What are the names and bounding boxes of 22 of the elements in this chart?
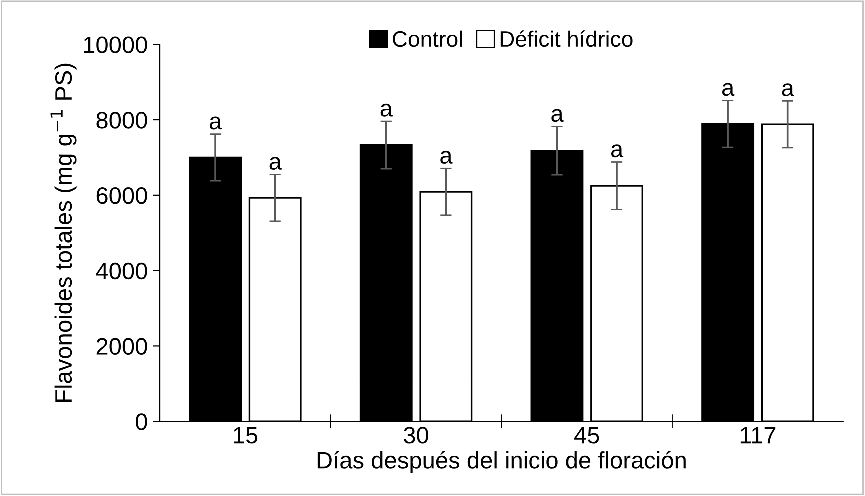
data-label: a: [552, 109, 564, 122]
data-label: a: [440, 151, 453, 164]
legend-label: Déficit hídrico: [500, 30, 633, 48]
data-label: a: [611, 144, 624, 158]
data-label: a: [722, 83, 735, 96]
y-tick-label: 0: [136, 414, 148, 430]
data-label: a: [782, 84, 794, 97]
data-label: a: [210, 116, 222, 130]
legend-label: Control: [393, 30, 462, 48]
data-label: a: [380, 104, 393, 117]
x-tick-label: 45: [574, 427, 600, 444]
y-tick-label: 8000: [96, 112, 148, 129]
y-tick-label: 10000: [84, 36, 148, 54]
x-axis-title: Días después del inicio de floración: [318, 451, 686, 474]
y-axis-title: Flavonoides totales (mg g$^{−1}$ PS): [50, 64, 77, 402]
x-tick-label: 117: [740, 427, 776, 444]
y-tick-label: 4000: [96, 262, 148, 280]
x-tick-label: 30: [404, 427, 428, 444]
data-label: a: [270, 157, 282, 170]
x-tick-label: 15: [234, 427, 258, 444]
y-tick-label: 6000: [96, 187, 148, 204]
y-tick-label: 2000: [96, 338, 148, 355]
